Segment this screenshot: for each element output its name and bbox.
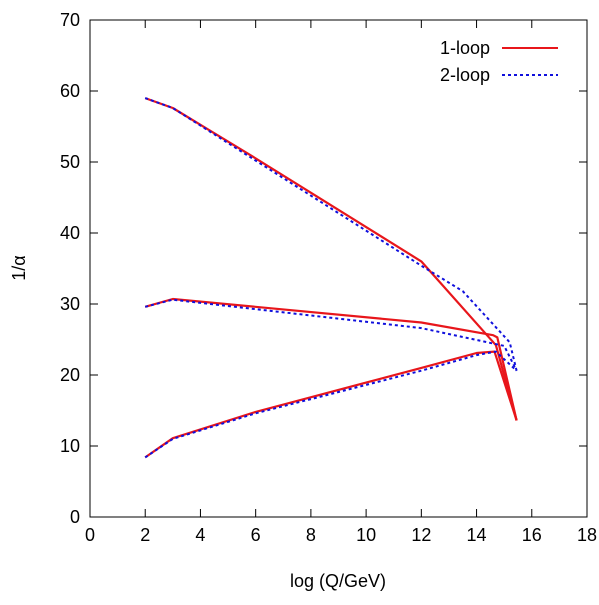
x-tick-label: 6	[251, 525, 261, 545]
y-tick-label: 70	[60, 10, 80, 30]
1-loop-line-2	[144, 297, 518, 421]
2-loop-line-2	[144, 298, 518, 372]
axis-ticks	[89, 19, 588, 518]
x-tick-label: 12	[411, 525, 431, 545]
y-tick-label: 0	[70, 507, 80, 527]
1-loop-line-1	[144, 97, 518, 421]
y-tick-label: 10	[60, 436, 80, 456]
y-tick-label: 50	[60, 152, 80, 172]
2-loop-line-3	[144, 350, 518, 459]
x-tick-label: 8	[306, 525, 316, 545]
series-layer	[144, 97, 518, 459]
tick-labels: 0 2 4 6 8 10 12 14 16 18 0 10 20 30 40 50 60 70	[60, 10, 597, 545]
y-tick-label: 20	[60, 365, 80, 385]
y-tick-label: 60	[60, 81, 80, 101]
y-tick-label: 30	[60, 294, 80, 314]
x-axis-label: log (Q/GeV)	[290, 571, 386, 591]
1-loop-line-3	[144, 350, 518, 459]
x-tick-label: 0	[85, 525, 95, 545]
y-axis-label: 1/α	[9, 255, 29, 280]
y-tick-label: 40	[60, 223, 80, 243]
plot-frame	[89, 19, 588, 518]
legend-label: 2-loop	[440, 65, 490, 85]
x-tick-label: 10	[356, 525, 376, 545]
x-tick-label: 4	[195, 525, 205, 545]
x-tick-label: 14	[467, 525, 487, 545]
legend-label: 1-loop	[440, 38, 490, 58]
x-tick-label: 18	[577, 525, 597, 545]
x-tick-label: 16	[522, 525, 542, 545]
legend: 1-loop 2-loop	[440, 38, 558, 85]
x-tick-label: 2	[140, 525, 150, 545]
